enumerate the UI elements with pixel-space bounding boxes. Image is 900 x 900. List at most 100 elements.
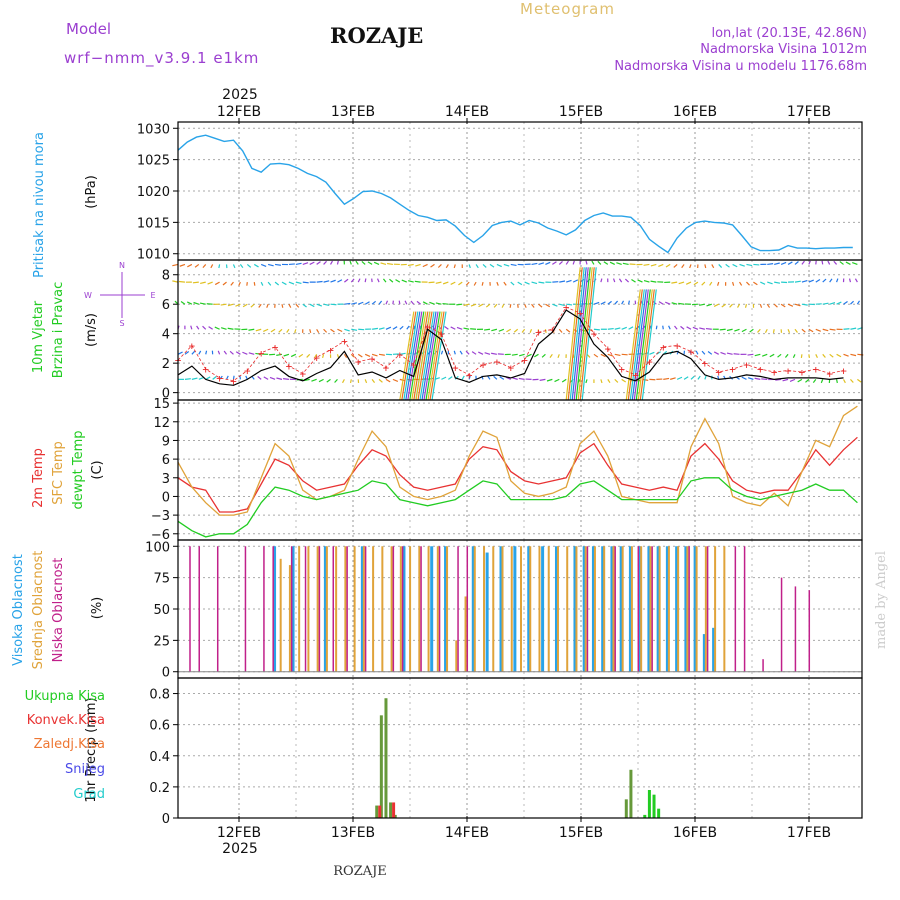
low-cloud-bar (780, 577, 783, 672)
wind-storm-arrow (579, 267, 595, 401)
wind-arrow (760, 281, 766, 285)
wind-arrow (733, 353, 740, 355)
low-cloud-bar (263, 546, 265, 672)
wind-arrow (836, 353, 842, 358)
wind-arrow (230, 281, 234, 286)
wind-arrow (202, 264, 207, 268)
wind-arrow (717, 281, 720, 286)
wind-arrow (465, 350, 470, 355)
wind-arrow (329, 260, 333, 265)
high-cloud-bar (610, 546, 614, 672)
pressure-line (177, 134, 853, 254)
wind-arrow (392, 378, 399, 382)
wind-arrow (612, 278, 616, 283)
wind-arrow (184, 351, 190, 355)
wind-arrow (364, 353, 371, 358)
gust-point: + (535, 326, 542, 339)
wind-arrow (316, 261, 321, 265)
gust-point: + (743, 359, 750, 372)
wind-arrow (794, 280, 801, 283)
gust-point: + (715, 366, 722, 379)
day-label-top: 13FEB (331, 104, 375, 120)
wind-arrow (177, 351, 183, 355)
wind-arrow (701, 350, 706, 355)
y-tick-label: 2 (162, 357, 170, 372)
wind-arrow (744, 304, 748, 308)
t2m-line (177, 436, 858, 513)
wind-arrow (263, 376, 269, 380)
wind-arrow (509, 304, 512, 308)
wind-arrow (253, 282, 256, 286)
wind-arrow (607, 300, 612, 305)
wind-arrow (591, 260, 595, 265)
wind-arrow (435, 302, 442, 305)
wind-arrow (628, 326, 634, 330)
mid-cloud-bar (556, 546, 559, 672)
wind-arrow (843, 328, 850, 330)
high-cloud-bar (485, 552, 489, 672)
wind-arrow (322, 354, 325, 359)
panel-precipitation: 0 0.2 0.4 0.6 0.8 (149, 678, 862, 827)
wind-arrow (357, 278, 361, 283)
wind-arrow (526, 353, 532, 357)
mid-cloud-bar (520, 546, 522, 672)
panel-temperature: −6 −3 0 3 6 9 12 15 (151, 397, 862, 543)
wind-arrow (389, 278, 394, 283)
wind-arrow (534, 353, 539, 358)
mid-cloud-bar (409, 546, 412, 672)
wind-storm-arrow (633, 289, 649, 401)
wind-arrow (850, 353, 857, 357)
mid-cloud-bar (436, 546, 439, 672)
wind-storm-arrow (401, 311, 417, 401)
wind-arrow (774, 281, 781, 284)
total-precip-bar (657, 808, 661, 818)
wind-arrow (662, 325, 664, 330)
wind-storm-arrow (403, 311, 419, 401)
mid-cloud-bar (538, 546, 541, 672)
wind-arrow (378, 327, 385, 330)
wind-arrow (276, 377, 283, 380)
wind-arrow (437, 263, 442, 268)
wind-arrow (674, 325, 678, 330)
wind-arrow (220, 327, 227, 330)
wind-arrow (217, 350, 221, 355)
y-tick-label: 0 (162, 387, 170, 402)
wind-arrow (538, 262, 545, 265)
mid-cloud-bar (381, 546, 384, 672)
wind-arrow (800, 354, 803, 358)
wind-arrow (242, 351, 248, 355)
wind-arrows (172, 260, 864, 401)
day-label-bottom: 12FEB (217, 825, 261, 841)
gust-point: + (355, 356, 362, 369)
wind-arrow (821, 260, 824, 265)
wind-arrow (538, 303, 543, 308)
wind-storm-arrow (415, 311, 431, 401)
wind-arrow (631, 278, 636, 283)
y-tick-label: 1030 (137, 122, 170, 137)
station-title: ROZAJE (330, 23, 423, 48)
high-cloud-bars (273, 546, 716, 672)
low-cloud-bar (614, 546, 616, 672)
wind-storm-arrow (629, 289, 645, 401)
wind-arrow (414, 280, 421, 283)
wind-arrow (378, 353, 385, 356)
wind-arrow (822, 328, 829, 332)
wind-arrow (794, 328, 798, 333)
wind-arrow (349, 379, 352, 384)
wind-arrow (680, 325, 685, 330)
wind-arrow (491, 328, 498, 332)
wind-arrow (843, 353, 849, 357)
low-cloud-bar (420, 546, 422, 672)
conv-precip-bar (378, 805, 382, 818)
wind-arrow (797, 378, 803, 383)
wind-arrow (665, 263, 671, 268)
wind-arrow (187, 263, 193, 268)
wind-arrow (673, 263, 678, 268)
wind-arrow (773, 303, 778, 308)
wind-arrow (503, 263, 510, 267)
wind-arrow (330, 303, 337, 306)
wind-arrow (482, 263, 487, 268)
wind-arrow (395, 279, 401, 283)
wind-arrow (499, 376, 505, 380)
wind-arrow (179, 263, 186, 267)
